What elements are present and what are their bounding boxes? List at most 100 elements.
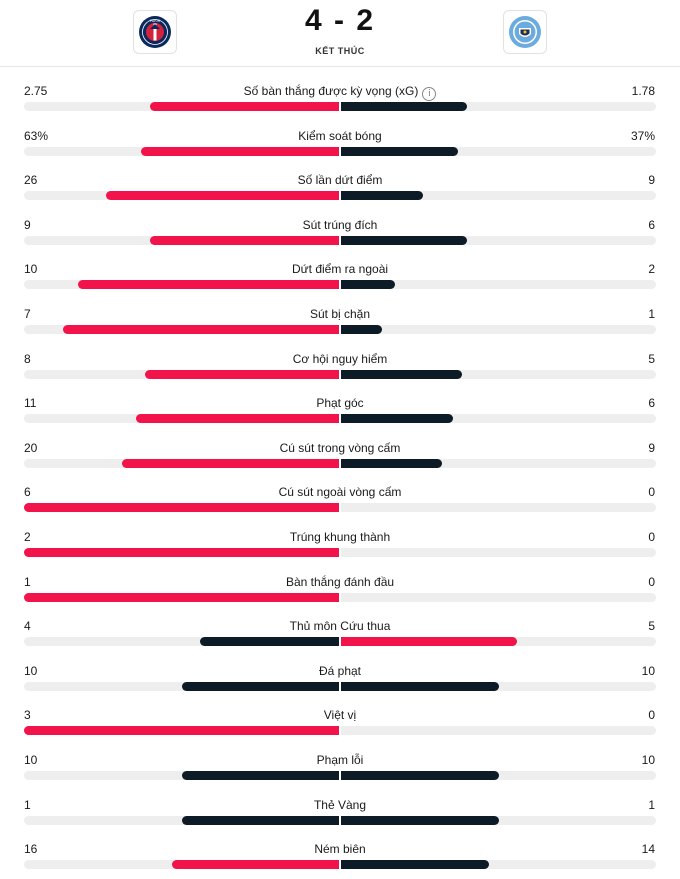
stat-label-text: Thủ môn Cứu thua bbox=[289, 619, 391, 634]
away-bar-track bbox=[341, 815, 656, 825]
stat-label: Cơ hội nguy hiểm bbox=[0, 352, 680, 366]
home-bar-track bbox=[24, 548, 339, 557]
away-bar-track bbox=[341, 592, 656, 602]
home-stat-value: 63% bbox=[24, 128, 49, 143]
stat-label: Dứt điểm ra ngoài bbox=[0, 262, 680, 276]
away-stat-value: 2 bbox=[648, 262, 655, 277]
away-bar bbox=[341, 280, 395, 290]
home-stat-value: 10 bbox=[24, 262, 38, 277]
away-stat-value: 9 bbox=[648, 173, 655, 188]
stat-row: 2 Trúng khung thành 0 bbox=[0, 512, 680, 557]
stat-row: 10 Đá phạt 10 bbox=[0, 646, 680, 691]
home-bar-track bbox=[24, 191, 339, 201]
home-bar bbox=[150, 102, 339, 111]
home-bar bbox=[140, 146, 339, 156]
stat-label-text: Ném biên bbox=[314, 842, 366, 857]
away-stat-value: 0 bbox=[648, 485, 655, 500]
home-stat-value: 1 bbox=[24, 574, 31, 589]
away-bar bbox=[341, 191, 423, 201]
stat-label-text: Cú sút trong vòng cấm bbox=[279, 440, 401, 455]
away-bar bbox=[341, 637, 518, 647]
home-bar-track bbox=[24, 592, 339, 602]
home-bar bbox=[172, 860, 339, 870]
away-stat-value: 5 bbox=[648, 619, 655, 634]
home-bar-track bbox=[24, 235, 339, 245]
home-bar-track bbox=[24, 102, 339, 111]
home-bar-track bbox=[24, 726, 339, 736]
away-stat-value: 0 bbox=[648, 574, 655, 589]
away-stat-value: 37% bbox=[630, 128, 655, 143]
away-bar-track bbox=[341, 771, 656, 780]
stat-label: Ném biên bbox=[0, 842, 680, 856]
match-header: PARIS 4 - 2 KẾT THÚC bbox=[0, 0, 680, 67]
stat-label-text: Đá phạt bbox=[318, 663, 362, 678]
home-stat-value: 3 bbox=[24, 708, 31, 723]
away-bar bbox=[341, 369, 463, 379]
home-stat-value: 20 bbox=[24, 440, 38, 455]
home-bar-track bbox=[24, 280, 339, 290]
home-bar-track bbox=[24, 325, 339, 334]
home-bar-track bbox=[24, 369, 339, 379]
stat-row: 6 Cú sút ngoài vòng cấm 0 bbox=[0, 467, 680, 513]
stat-label-text: Cơ hội nguy hiểm bbox=[292, 351, 388, 366]
stat-label-text: Sút bị chặn bbox=[309, 307, 371, 321]
home-bar-track bbox=[24, 771, 339, 780]
psg-crest-icon[interactable]: PARIS bbox=[133, 10, 177, 54]
stat-label: Trúng khung thành bbox=[0, 530, 680, 544]
home-bar-track bbox=[24, 458, 339, 468]
home-stat-value: 16 bbox=[24, 842, 38, 857]
stat-label: Phạt góc bbox=[0, 396, 680, 410]
away-bar-track bbox=[341, 102, 656, 111]
stat-row: 11 Phạt góc 6 bbox=[0, 378, 680, 424]
away-bar bbox=[341, 771, 499, 780]
away-bar-track bbox=[341, 235, 656, 245]
home-stat-value: 4 bbox=[24, 619, 31, 634]
away-bar bbox=[341, 235, 467, 245]
home-stat-value: 26 bbox=[24, 173, 38, 188]
away-bar bbox=[341, 681, 499, 691]
home-stat-value: 8 bbox=[24, 351, 31, 366]
home-bar bbox=[150, 235, 339, 245]
stat-row: 4 Thủ môn Cứu thua 5 bbox=[0, 601, 680, 647]
away-bar-track bbox=[341, 503, 656, 513]
home-stat-value: 7 bbox=[24, 307, 31, 321]
stat-label-text: Việt vị bbox=[323, 708, 357, 723]
stat-label: Đá phạt bbox=[0, 664, 680, 678]
home-bar-track bbox=[24, 414, 339, 424]
svg-text:PARIS: PARIS bbox=[150, 19, 161, 23]
stat-label-text: Thẻ Vàng bbox=[313, 797, 367, 812]
stat-row: 8 Cơ hội nguy hiểm 5 bbox=[0, 334, 680, 379]
away-bar-track bbox=[341, 146, 656, 156]
home-stat-value: 11 bbox=[24, 396, 37, 411]
stat-row: 7 Sút bị chặn 1 bbox=[0, 289, 680, 334]
stat-label-text: Kiểm soát bóng bbox=[298, 128, 382, 143]
away-bar bbox=[341, 102, 467, 111]
away-stat-value: 14 bbox=[641, 842, 655, 857]
stat-label: Cú sút trong vòng cấm bbox=[0, 441, 680, 455]
stat-row: 3 Việt vị 0 bbox=[0, 690, 680, 736]
stat-label-text: Bàn thắng đánh đầu bbox=[285, 574, 395, 589]
stat-row: 2.75 Số bàn thắng được kỳ vọng (xG) i 1.78 bbox=[0, 66, 680, 111]
home-stat-value: 10 bbox=[24, 663, 38, 678]
home-stat-value: 6 bbox=[24, 485, 31, 500]
home-bar bbox=[105, 191, 339, 201]
away-bar-track bbox=[341, 325, 656, 334]
away-bar bbox=[341, 325, 382, 334]
stat-label: Kiểm soát bóng bbox=[0, 129, 680, 143]
stat-row: 16 Ném biên 14 bbox=[0, 824, 680, 870]
stat-label: Số lần dứt điểm bbox=[0, 173, 680, 187]
away-stat-value: 1.78 bbox=[631, 84, 655, 98]
info-icon[interactable]: i bbox=[422, 87, 437, 101]
stat-row: 1 Thẻ Vàng 1 bbox=[0, 780, 680, 825]
home-stat-value: 1 bbox=[24, 797, 31, 812]
home-bar bbox=[181, 815, 339, 825]
away-stat-value: 0 bbox=[648, 530, 655, 544]
home-bar bbox=[63, 325, 339, 334]
stat-label-text: Sút trúng đích bbox=[302, 217, 378, 232]
away-bar-track bbox=[341, 860, 656, 870]
away-stat-value: 9 bbox=[648, 440, 655, 455]
stat-label-text: Phạm lỗi bbox=[316, 753, 364, 767]
man-city-crest-icon[interactable] bbox=[503, 10, 547, 54]
home-bar-track bbox=[24, 860, 339, 870]
home-bar bbox=[200, 637, 339, 647]
